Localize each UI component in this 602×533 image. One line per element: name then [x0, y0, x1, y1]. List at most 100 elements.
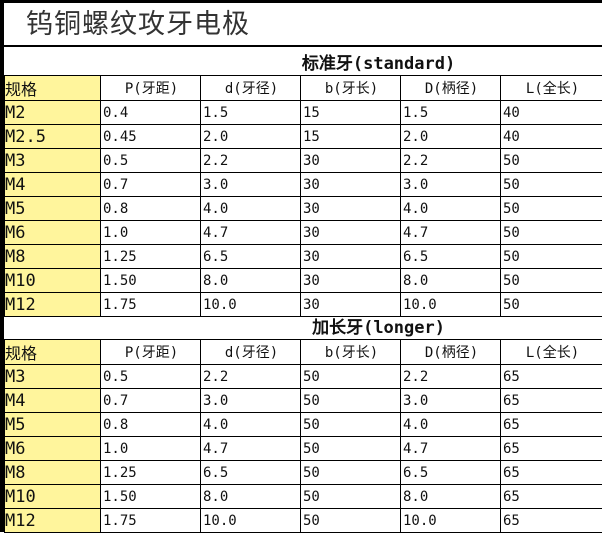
value-cell: 50	[301, 389, 401, 413]
value-cell: 50	[501, 173, 602, 197]
value-cell: 50	[501, 197, 602, 221]
value-cell: 6.5	[401, 461, 501, 485]
value-cell: 3.0	[401, 389, 501, 413]
value-cell: 65	[501, 389, 602, 413]
value-cell: 30	[301, 149, 401, 173]
spec-cell: M4	[5, 389, 101, 413]
value-cell: 50	[301, 461, 401, 485]
value-cell: 0.5	[101, 149, 201, 173]
value-cell: 50	[501, 149, 602, 173]
value-cell: 1.75	[101, 509, 201, 533]
value-cell: 50	[501, 269, 602, 293]
column-header: d(牙径)	[201, 340, 301, 365]
spec-cell: M2.5	[5, 125, 101, 149]
column-header: L(全长)	[501, 76, 602, 101]
spec-cell: M3	[5, 365, 101, 389]
value-cell: 8.0	[401, 269, 501, 293]
value-cell: 4.0	[401, 197, 501, 221]
spec-cell: M6	[5, 437, 101, 461]
value-cell: 1.5	[401, 101, 501, 125]
value-cell: 1.50	[101, 485, 201, 509]
value-cell: 0.8	[101, 197, 201, 221]
value-cell: 6.5	[201, 461, 301, 485]
value-cell: 2.2	[401, 149, 501, 173]
value-cell: 40	[501, 125, 602, 149]
value-cell: 0.7	[101, 173, 201, 197]
spec-cell: M10	[5, 269, 101, 293]
value-cell: 50	[301, 365, 401, 389]
value-cell: 10.0	[401, 509, 501, 533]
value-cell: 1.0	[101, 221, 201, 245]
value-cell: 65	[501, 509, 602, 533]
value-cell: 0.8	[101, 413, 201, 437]
value-cell: 8.0	[201, 269, 301, 293]
value-cell: 8.0	[201, 485, 301, 509]
value-cell: 50	[301, 485, 401, 509]
section-heading: 加长牙(longer)	[5, 312, 602, 340]
value-cell: 0.4	[101, 101, 201, 125]
value-cell: 65	[501, 461, 602, 485]
value-cell: 3.0	[201, 389, 301, 413]
value-cell: 50	[501, 245, 602, 269]
value-cell: 15	[301, 125, 401, 149]
value-cell: 30	[301, 197, 401, 221]
value-cell: 4.7	[201, 437, 301, 461]
spec-cell: M6	[5, 221, 101, 245]
value-cell: 4.7	[201, 221, 301, 245]
spec-cell: M12	[5, 509, 101, 533]
spec-cell: M5	[5, 197, 101, 221]
column-header: 规格	[5, 76, 101, 101]
value-cell: 50	[301, 413, 401, 437]
value-cell: 4.0	[201, 413, 301, 437]
value-cell: 8.0	[401, 485, 501, 509]
value-cell: 65	[501, 485, 602, 509]
value-cell: 6.5	[401, 245, 501, 269]
value-cell: 6.5	[201, 245, 301, 269]
spec-cell: M8	[5, 245, 101, 269]
value-cell: 1.25	[101, 461, 201, 485]
value-cell: 1.50	[101, 269, 201, 293]
value-cell: 50	[301, 437, 401, 461]
page-title: 钨铜螺纹攻牙电极	[4, 3, 602, 47]
spec-cell: M4	[5, 173, 101, 197]
value-cell: 0.45	[101, 125, 201, 149]
value-cell: 3.0	[201, 173, 301, 197]
value-cell: 50	[301, 509, 401, 533]
column-header: b(牙长)	[301, 340, 401, 365]
column-header: L(全长)	[501, 340, 602, 365]
value-cell: 2.0	[201, 125, 301, 149]
value-cell: 30	[301, 221, 401, 245]
spec-cell: M8	[5, 461, 101, 485]
value-cell: 4.0	[401, 413, 501, 437]
value-cell: 1.25	[101, 245, 201, 269]
column-header: D(柄径)	[401, 340, 501, 365]
value-cell: 65	[501, 365, 602, 389]
value-cell: 0.5	[101, 365, 201, 389]
value-cell: 10.0	[201, 509, 301, 533]
value-cell: 1.5	[201, 101, 301, 125]
value-cell: 2.0	[401, 125, 501, 149]
value-cell: 65	[501, 413, 602, 437]
spec-cell: M2	[5, 101, 101, 125]
value-cell: 15	[301, 101, 401, 125]
value-cell: 3.0	[401, 173, 501, 197]
value-cell: 1.0	[101, 437, 201, 461]
value-cell: 0.7	[101, 389, 201, 413]
value-cell: 2.2	[201, 149, 301, 173]
value-cell: 4.7	[401, 221, 501, 245]
